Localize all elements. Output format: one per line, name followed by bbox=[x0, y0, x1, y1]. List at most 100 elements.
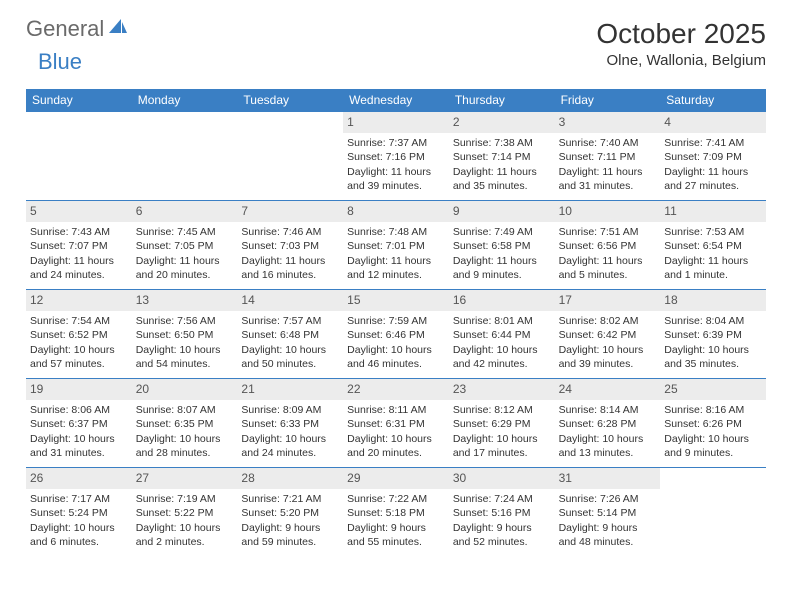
sunset-text: Sunset: 6:33 PM bbox=[241, 417, 339, 431]
day-number: 5 bbox=[26, 201, 132, 222]
logo-word2: Blue bbox=[38, 49, 82, 74]
day-cell: 1Sunrise: 7:37 AMSunset: 7:16 PMDaylight… bbox=[343, 112, 449, 200]
dl1-text: Daylight: 9 hours bbox=[347, 521, 445, 535]
sunset-text: Sunset: 7:07 PM bbox=[30, 239, 128, 253]
dl1-text: Daylight: 10 hours bbox=[347, 432, 445, 446]
sunrise-text: Sunrise: 8:16 AM bbox=[664, 403, 762, 417]
sunset-text: Sunset: 6:39 PM bbox=[664, 328, 762, 342]
dl2-text: and 54 minutes. bbox=[136, 357, 234, 371]
sunrise-text: Sunrise: 7:46 AM bbox=[241, 225, 339, 239]
sunset-text: Sunset: 6:44 PM bbox=[453, 328, 551, 342]
dl1-text: Daylight: 11 hours bbox=[664, 165, 762, 179]
sunset-text: Sunset: 7:11 PM bbox=[559, 150, 657, 164]
sunrise-text: Sunrise: 8:11 AM bbox=[347, 403, 445, 417]
day-number: 27 bbox=[132, 468, 238, 489]
dl1-text: Daylight: 11 hours bbox=[30, 254, 128, 268]
dl2-text: and 59 minutes. bbox=[241, 535, 339, 549]
dl1-text: Daylight: 11 hours bbox=[453, 254, 551, 268]
dl2-text: and 48 minutes. bbox=[559, 535, 657, 549]
sunset-text: Sunset: 6:48 PM bbox=[241, 328, 339, 342]
sunrise-text: Sunrise: 7:45 AM bbox=[136, 225, 234, 239]
day-cell: 30Sunrise: 7:24 AMSunset: 5:16 PMDayligh… bbox=[449, 468, 555, 556]
day-cell: 26Sunrise: 7:17 AMSunset: 5:24 PMDayligh… bbox=[26, 468, 132, 556]
sunset-text: Sunset: 5:18 PM bbox=[347, 506, 445, 520]
sunrise-text: Sunrise: 8:09 AM bbox=[241, 403, 339, 417]
day-number: 13 bbox=[132, 290, 238, 311]
sunset-text: Sunset: 5:22 PM bbox=[136, 506, 234, 520]
dl1-text: Daylight: 11 hours bbox=[347, 165, 445, 179]
day-number: 20 bbox=[132, 379, 238, 400]
sunrise-text: Sunrise: 7:24 AM bbox=[453, 492, 551, 506]
page: General October 2025 Olne, Wallonia, Bel… bbox=[0, 0, 792, 556]
day-number: 30 bbox=[449, 468, 555, 489]
calendar: Sunday Monday Tuesday Wednesday Thursday… bbox=[26, 89, 766, 556]
sunset-text: Sunset: 5:20 PM bbox=[241, 506, 339, 520]
dl1-text: Daylight: 11 hours bbox=[136, 254, 234, 268]
day-cell: 24Sunrise: 8:14 AMSunset: 6:28 PMDayligh… bbox=[555, 379, 661, 467]
sunrise-text: Sunrise: 7:49 AM bbox=[453, 225, 551, 239]
day-number: 6 bbox=[132, 201, 238, 222]
sunset-text: Sunset: 5:14 PM bbox=[559, 506, 657, 520]
sunset-text: Sunset: 6:56 PM bbox=[559, 239, 657, 253]
sunrise-text: Sunrise: 8:06 AM bbox=[30, 403, 128, 417]
dl1-text: Daylight: 10 hours bbox=[664, 343, 762, 357]
dl2-text: and 16 minutes. bbox=[241, 268, 339, 282]
sunset-text: Sunset: 6:46 PM bbox=[347, 328, 445, 342]
day-number: 2 bbox=[449, 112, 555, 133]
day-number: 31 bbox=[555, 468, 661, 489]
dl1-text: Daylight: 10 hours bbox=[453, 343, 551, 357]
dl1-text: Daylight: 10 hours bbox=[347, 343, 445, 357]
sail-icon bbox=[108, 18, 128, 40]
dl2-text: and 35 minutes. bbox=[664, 357, 762, 371]
dl2-text: and 9 minutes. bbox=[664, 446, 762, 460]
day-cell: 29Sunrise: 7:22 AMSunset: 5:18 PMDayligh… bbox=[343, 468, 449, 556]
dl2-text: and 35 minutes. bbox=[453, 179, 551, 193]
day-number: 29 bbox=[343, 468, 449, 489]
sunset-text: Sunset: 7:14 PM bbox=[453, 150, 551, 164]
sunset-text: Sunset: 5:16 PM bbox=[453, 506, 551, 520]
dl2-text: and 9 minutes. bbox=[453, 268, 551, 282]
dl2-text: and 57 minutes. bbox=[30, 357, 128, 371]
dl1-text: Daylight: 10 hours bbox=[136, 432, 234, 446]
sunrise-text: Sunrise: 7:43 AM bbox=[30, 225, 128, 239]
sunrise-text: Sunrise: 8:04 AM bbox=[664, 314, 762, 328]
sunrise-text: Sunrise: 7:40 AM bbox=[559, 136, 657, 150]
sunrise-text: Sunrise: 8:14 AM bbox=[559, 403, 657, 417]
dl2-text: and 20 minutes. bbox=[136, 268, 234, 282]
dl1-text: Daylight: 11 hours bbox=[453, 165, 551, 179]
day-number: 4 bbox=[660, 112, 766, 133]
sunrise-text: Sunrise: 7:26 AM bbox=[559, 492, 657, 506]
dl1-text: Daylight: 10 hours bbox=[30, 521, 128, 535]
dl2-text: and 27 minutes. bbox=[664, 179, 762, 193]
dl2-text: and 12 minutes. bbox=[347, 268, 445, 282]
day-number bbox=[660, 468, 766, 489]
logo-word1: General bbox=[26, 18, 104, 40]
sunrise-text: Sunrise: 7:59 AM bbox=[347, 314, 445, 328]
dl2-text: and 24 minutes. bbox=[30, 268, 128, 282]
day-cell: 7Sunrise: 7:46 AMSunset: 7:03 PMDaylight… bbox=[237, 201, 343, 289]
dl1-text: Daylight: 9 hours bbox=[559, 521, 657, 535]
dl1-text: Daylight: 11 hours bbox=[241, 254, 339, 268]
dl1-text: Daylight: 10 hours bbox=[136, 343, 234, 357]
day-cell: 5 Sunrise: 7:43 AMSunset: 7:07 PMDaylight… bbox=[26, 201, 132, 289]
sunrise-text: Sunrise: 7:21 AM bbox=[241, 492, 339, 506]
dl2-text: and 17 minutes. bbox=[453, 446, 551, 460]
weeks-container: 1Sunrise: 7:37 AMSunset: 7:16 PMDaylight… bbox=[26, 112, 766, 556]
day-number: 7 bbox=[237, 201, 343, 222]
sunrise-text: Sunrise: 8:02 AM bbox=[559, 314, 657, 328]
dl2-text: and 42 minutes. bbox=[453, 357, 551, 371]
day-cell: 17Sunrise: 8:02 AMSunset: 6:42 PMDayligh… bbox=[555, 290, 661, 378]
dl2-text: and 39 minutes. bbox=[559, 357, 657, 371]
dl2-text: and 1 minute. bbox=[664, 268, 762, 282]
dl1-text: Daylight: 11 hours bbox=[347, 254, 445, 268]
week-row: 5Sunrise: 7:43 AMSunset: 7:07 PMDaylight… bbox=[26, 200, 766, 289]
dl2-text: and 31 minutes. bbox=[30, 446, 128, 460]
day-number: 14 bbox=[237, 290, 343, 311]
dl2-text: and 39 minutes. bbox=[347, 179, 445, 193]
dl1-text: Daylight: 10 hours bbox=[241, 432, 339, 446]
day-number: 12 bbox=[26, 290, 132, 311]
dayhead-sat: Saturday bbox=[660, 89, 766, 112]
day-number bbox=[237, 112, 343, 133]
dl2-text: and 2 minutes. bbox=[136, 535, 234, 549]
dl2-text: and 28 minutes. bbox=[136, 446, 234, 460]
